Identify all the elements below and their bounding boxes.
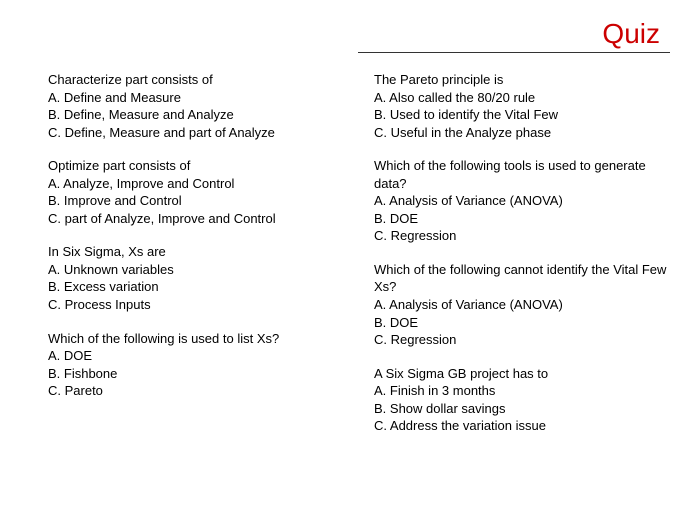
question-prompt: Characterize part consists of [48, 71, 344, 89]
question-choice: A. Finish in 3 months [374, 382, 670, 400]
question-choice: C. Address the variation issue [374, 417, 670, 435]
question-choice: A. Analysis of Variance (ANOVA) [374, 296, 670, 314]
quiz-title: Quiz [48, 18, 670, 50]
question-choice: B. DOE [374, 210, 670, 228]
question-choice: A. Also called the 80/20 rule [374, 89, 670, 107]
question: Optimize part consists of A. Analyze, Im… [48, 157, 344, 227]
question-choice: C. Process Inputs [48, 296, 344, 314]
question-prompt: The Pareto principle is [374, 71, 670, 89]
question-prompt: Which of the following cannot identify t… [374, 261, 670, 296]
question-prompt: Optimize part consists of [48, 157, 344, 175]
question-choice: B. Used to identify the Vital Few [374, 106, 670, 124]
question: A Six Sigma GB project has to A. Finish … [374, 365, 670, 435]
question: In Six Sigma, Xs are A. Unknown variable… [48, 243, 344, 313]
question: Which of the following is used to list X… [48, 330, 344, 400]
title-underline [358, 52, 670, 53]
question-choice: A. Define and Measure [48, 89, 344, 107]
question-choice: A. Analysis of Variance (ANOVA) [374, 192, 670, 210]
quiz-content: Characterize part consists of A. Define … [48, 71, 670, 451]
question-prompt: Which of the following is used to list X… [48, 330, 344, 348]
question-choice: C. part of Analyze, Improve and Control [48, 210, 344, 228]
question-choice: B. Improve and Control [48, 192, 344, 210]
question-choice: C. Pareto [48, 382, 344, 400]
question-choice: B. DOE [374, 314, 670, 332]
question-prompt: In Six Sigma, Xs are [48, 243, 344, 261]
question-choice: A. DOE [48, 347, 344, 365]
question-prompt: Which of the following tools is used to … [374, 157, 670, 192]
question-choice: B. Excess variation [48, 278, 344, 296]
column-right: The Pareto principle is A. Also called t… [374, 71, 670, 451]
question-choice: A. Unknown variables [48, 261, 344, 279]
question-choice: C. Regression [374, 331, 670, 349]
question-choice: A. Analyze, Improve and Control [48, 175, 344, 193]
question-choice: B. Show dollar savings [374, 400, 670, 418]
question-choice: B. Fishbone [48, 365, 344, 383]
question: Which of the following cannot identify t… [374, 261, 670, 349]
question-choice: C. Define, Measure and part of Analyze [48, 124, 344, 142]
column-left: Characterize part consists of A. Define … [48, 71, 344, 451]
question-prompt: A Six Sigma GB project has to [374, 365, 670, 383]
question: The Pareto principle is A. Also called t… [374, 71, 670, 141]
question: Characterize part consists of A. Define … [48, 71, 344, 141]
question-choice: B. Define, Measure and Analyze [48, 106, 344, 124]
question-choice: C. Regression [374, 227, 670, 245]
question-choice: C. Useful in the Analyze phase [374, 124, 670, 142]
question: Which of the following tools is used to … [374, 157, 670, 245]
